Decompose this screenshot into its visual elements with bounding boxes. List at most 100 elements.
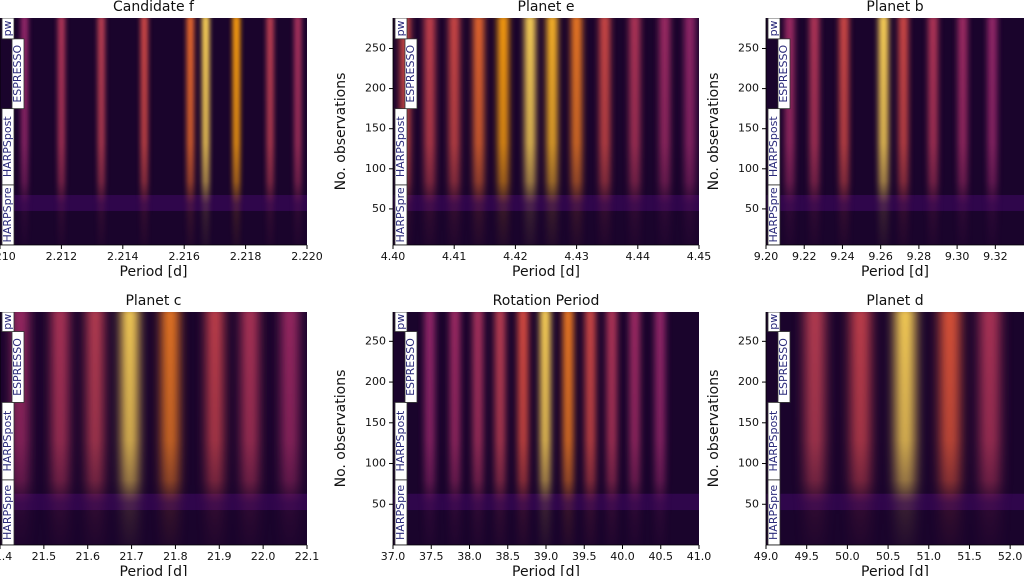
power-stripe <box>494 312 506 545</box>
x-tick-label: 21.5 <box>32 550 57 563</box>
x-tick-label: 4.44 <box>626 250 651 263</box>
y-tick-label: 100 <box>365 457 386 470</box>
x-axis-label: Period [d] <box>120 264 188 280</box>
y-tick-label: 150 <box>365 122 386 135</box>
x-tick-label: 39.5 <box>572 550 597 563</box>
x-tick-label: 51.0 <box>917 550 942 563</box>
x-tick-label: 9.28 <box>907 250 932 263</box>
power-stripe <box>121 312 139 545</box>
power-stripe <box>86 312 104 545</box>
instrument-label: HARPSpost <box>1 116 14 177</box>
power-stripe <box>241 312 259 545</box>
power-stripe <box>895 312 916 545</box>
x-axis-label: Period [d] <box>861 564 929 576</box>
x-tick-label: 4.41 <box>442 250 467 263</box>
instrument-label: pw <box>767 314 780 330</box>
x-tick-label: 21.7 <box>119 550 144 563</box>
x-tick-label: 21.4 <box>0 550 12 563</box>
instrument-box <box>1 402 15 481</box>
instrument-label: HARPSpost <box>394 410 407 471</box>
x-tick-label: 37.5 <box>419 550 444 563</box>
power-stripe <box>232 18 241 245</box>
power-stripe <box>684 18 696 245</box>
y-tick-label: 50 <box>745 497 759 510</box>
instrument-label: HARPSpre <box>1 187 14 242</box>
power-stripe <box>659 18 671 245</box>
x-tick-label: 21.9 <box>207 550 232 563</box>
x-tick-label: 9.22 <box>792 250 817 263</box>
x-axis-label: Period [d] <box>861 264 929 280</box>
y-tick-label: 150 <box>365 416 386 429</box>
x-tick-label: 2.216 <box>168 250 200 263</box>
x-tick-label: 4.40 <box>381 250 406 263</box>
panel-title: Candidate f <box>113 0 195 15</box>
power-stripe <box>585 312 596 545</box>
y-tick-label: 100 <box>365 162 386 175</box>
x-tick-label: 21.6 <box>75 550 100 563</box>
instrument-label: pw <box>767 20 780 36</box>
instrument-box <box>1 108 15 186</box>
power-stripe <box>562 312 574 545</box>
y-tick-label: 50 <box>372 202 386 215</box>
heatmap-band <box>0 493 307 511</box>
y-tick-label: 200 <box>365 82 386 95</box>
instrument-label: pw <box>394 314 407 330</box>
power-stripe <box>939 312 960 545</box>
x-tick-label: 22.1 <box>295 550 320 563</box>
power-stripe <box>293 18 302 245</box>
power-stripe <box>51 312 69 545</box>
power-stripe <box>654 312 666 545</box>
y-tick-label: 200 <box>738 82 759 95</box>
y-tick-label: 150 <box>738 122 759 135</box>
power-stripe <box>606 312 618 545</box>
power-stripe <box>186 18 195 245</box>
x-tick-label: 4.45 <box>687 250 712 263</box>
power-stripe <box>424 312 436 545</box>
power-stripe <box>206 312 224 545</box>
panel: HARPSpre HARPSpost ESPRESSO pw 2.210 2.212 2.2… <box>0 0 323 280</box>
power-stripe <box>979 312 1000 545</box>
stripes <box>11 312 299 545</box>
y-tick-label: 250 <box>365 41 386 54</box>
stripes <box>20 18 302 245</box>
instrument-box <box>767 402 781 481</box>
panel-title: Planet b <box>866 0 923 15</box>
heatmap-area: HARPSpre HARPSpost ESPRESSO pw <box>0 312 307 545</box>
stripes <box>804 312 1000 545</box>
x-axis-label: Period [d] <box>512 564 580 576</box>
y-tick-label: 250 <box>738 41 759 54</box>
instrument-label: HARPSpre <box>767 485 780 540</box>
instrument-label: pw <box>1 20 14 36</box>
heatmap-band <box>393 195 699 211</box>
y-tick-label: 200 <box>738 375 759 388</box>
panel: HARPSpre HARPSpost ESPRESSO pw 4.40 4.41 4.42 4… <box>333 0 711 280</box>
x-tick-label: 21.8 <box>163 550 188 563</box>
stripes <box>424 312 666 545</box>
y-axis-label: No. observations <box>706 73 722 191</box>
y-tick-label: 250 <box>365 334 386 347</box>
heatmap-area: HARPSpre HARPSpost ESPRESSO pw <box>393 18 699 245</box>
instrument-label: ESPRESSO <box>777 338 790 396</box>
power-stripe <box>878 18 889 245</box>
y-tick-label: 50 <box>745 202 759 215</box>
power-stripe <box>497 18 509 245</box>
x-tick-label: 2.218 <box>230 250 262 263</box>
instrument-label: ESPRESSO <box>404 338 417 396</box>
x-tick-label: 51.5 <box>957 550 982 563</box>
instrument-label: pw <box>394 20 407 36</box>
power-stripe <box>839 18 849 245</box>
stripes <box>784 18 998 245</box>
panel-title: Planet c <box>125 293 181 309</box>
x-tick-label: 39.0 <box>534 550 559 563</box>
power-stripe <box>20 18 29 245</box>
x-tick-label: 49.0 <box>754 550 779 563</box>
instrument-label: ESPRESSO <box>404 45 417 103</box>
x-tick-label: 2.210 <box>0 250 16 263</box>
instrument-label: HARPSpre <box>394 187 407 242</box>
power-stripe <box>449 312 461 545</box>
panel-title: Planet e <box>518 0 575 15</box>
power-stripe <box>571 18 583 245</box>
instrument-label: HARPSpre <box>1 485 14 540</box>
